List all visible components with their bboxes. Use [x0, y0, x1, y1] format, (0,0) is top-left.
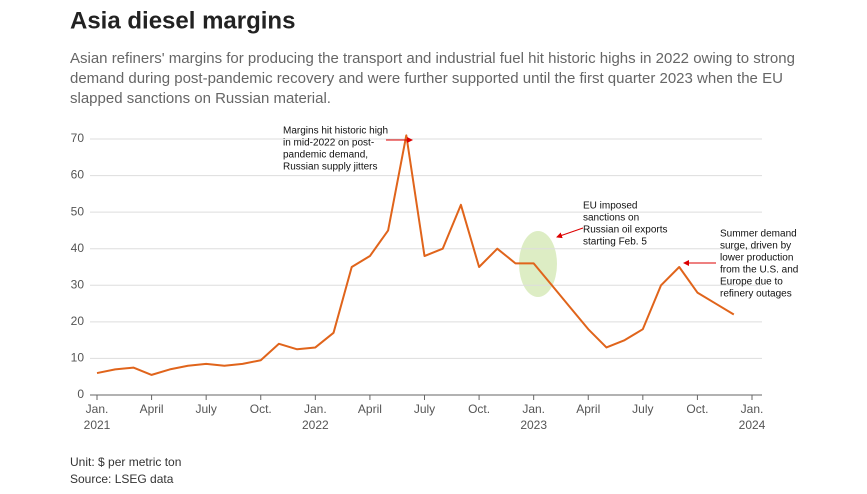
- x-tick-label: Jan.: [304, 402, 327, 416]
- x-tick-label: July: [195, 402, 216, 416]
- annotation: Summer demand: [720, 229, 797, 240]
- y-tick-label: 30: [71, 277, 85, 291]
- x-year-label: 2021: [84, 418, 111, 432]
- y-tick-label: 70: [71, 131, 85, 145]
- y-tick-label: 10: [71, 351, 85, 365]
- source-note: Source: LSEG data: [70, 472, 174, 486]
- subtitle: slapped sanctions on Russian material.: [70, 90, 331, 107]
- x-tick-label: Jan.: [86, 402, 109, 416]
- x-tick-label: Oct.: [468, 402, 490, 416]
- x-tick-label: April: [358, 402, 382, 416]
- x-tick-label: Oct.: [686, 402, 708, 416]
- annotation: Margins hit historic high: [283, 126, 388, 137]
- x-tick-label: April: [576, 402, 600, 416]
- annotation: starting Feb. 5: [583, 237, 647, 248]
- annotation: pandemic demand,: [283, 150, 368, 161]
- y-tick-label: 40: [71, 241, 85, 255]
- annotation: from the U.S. and: [720, 265, 798, 276]
- subtitle: Asian refiners' margins for producing th…: [70, 50, 795, 67]
- annotation: sanctions on: [583, 213, 639, 224]
- x-tick-label: Jan.: [522, 402, 545, 416]
- x-tick-label: July: [632, 402, 653, 416]
- x-tick-label: Jan.: [741, 402, 764, 416]
- annotation: EU imposed: [583, 201, 637, 212]
- x-tick-label: Oct.: [250, 402, 272, 416]
- x-tick-label: April: [140, 402, 164, 416]
- unit-note: Unit: $ per metric ton: [70, 455, 181, 469]
- annotation: Europe due to: [720, 277, 783, 288]
- y-tick-label: 20: [71, 314, 85, 328]
- arrow: [556, 227, 584, 239]
- x-tick-label: July: [414, 402, 435, 416]
- y-tick-label: 50: [71, 204, 85, 218]
- annotation: Russian oil exports: [583, 225, 667, 236]
- annotation: refinery outages: [720, 289, 792, 300]
- annotation: Russian supply jitters: [283, 162, 377, 173]
- y-tick-label: 0: [77, 387, 84, 401]
- annotation: surge, driven by: [720, 241, 791, 252]
- annotation: lower production: [720, 253, 793, 264]
- y-tick-label: 60: [71, 168, 85, 182]
- x-year-label: 2024: [739, 418, 766, 432]
- annotation: in mid-2022 on post-: [283, 138, 374, 149]
- x-year-label: 2022: [302, 418, 329, 432]
- subtitle: demand during post-pandemic recovery and…: [70, 70, 783, 87]
- x-year-label: 2023: [520, 418, 547, 432]
- data-line: [96, 134, 735, 376]
- chart-title: Asia diesel margins: [70, 7, 295, 34]
